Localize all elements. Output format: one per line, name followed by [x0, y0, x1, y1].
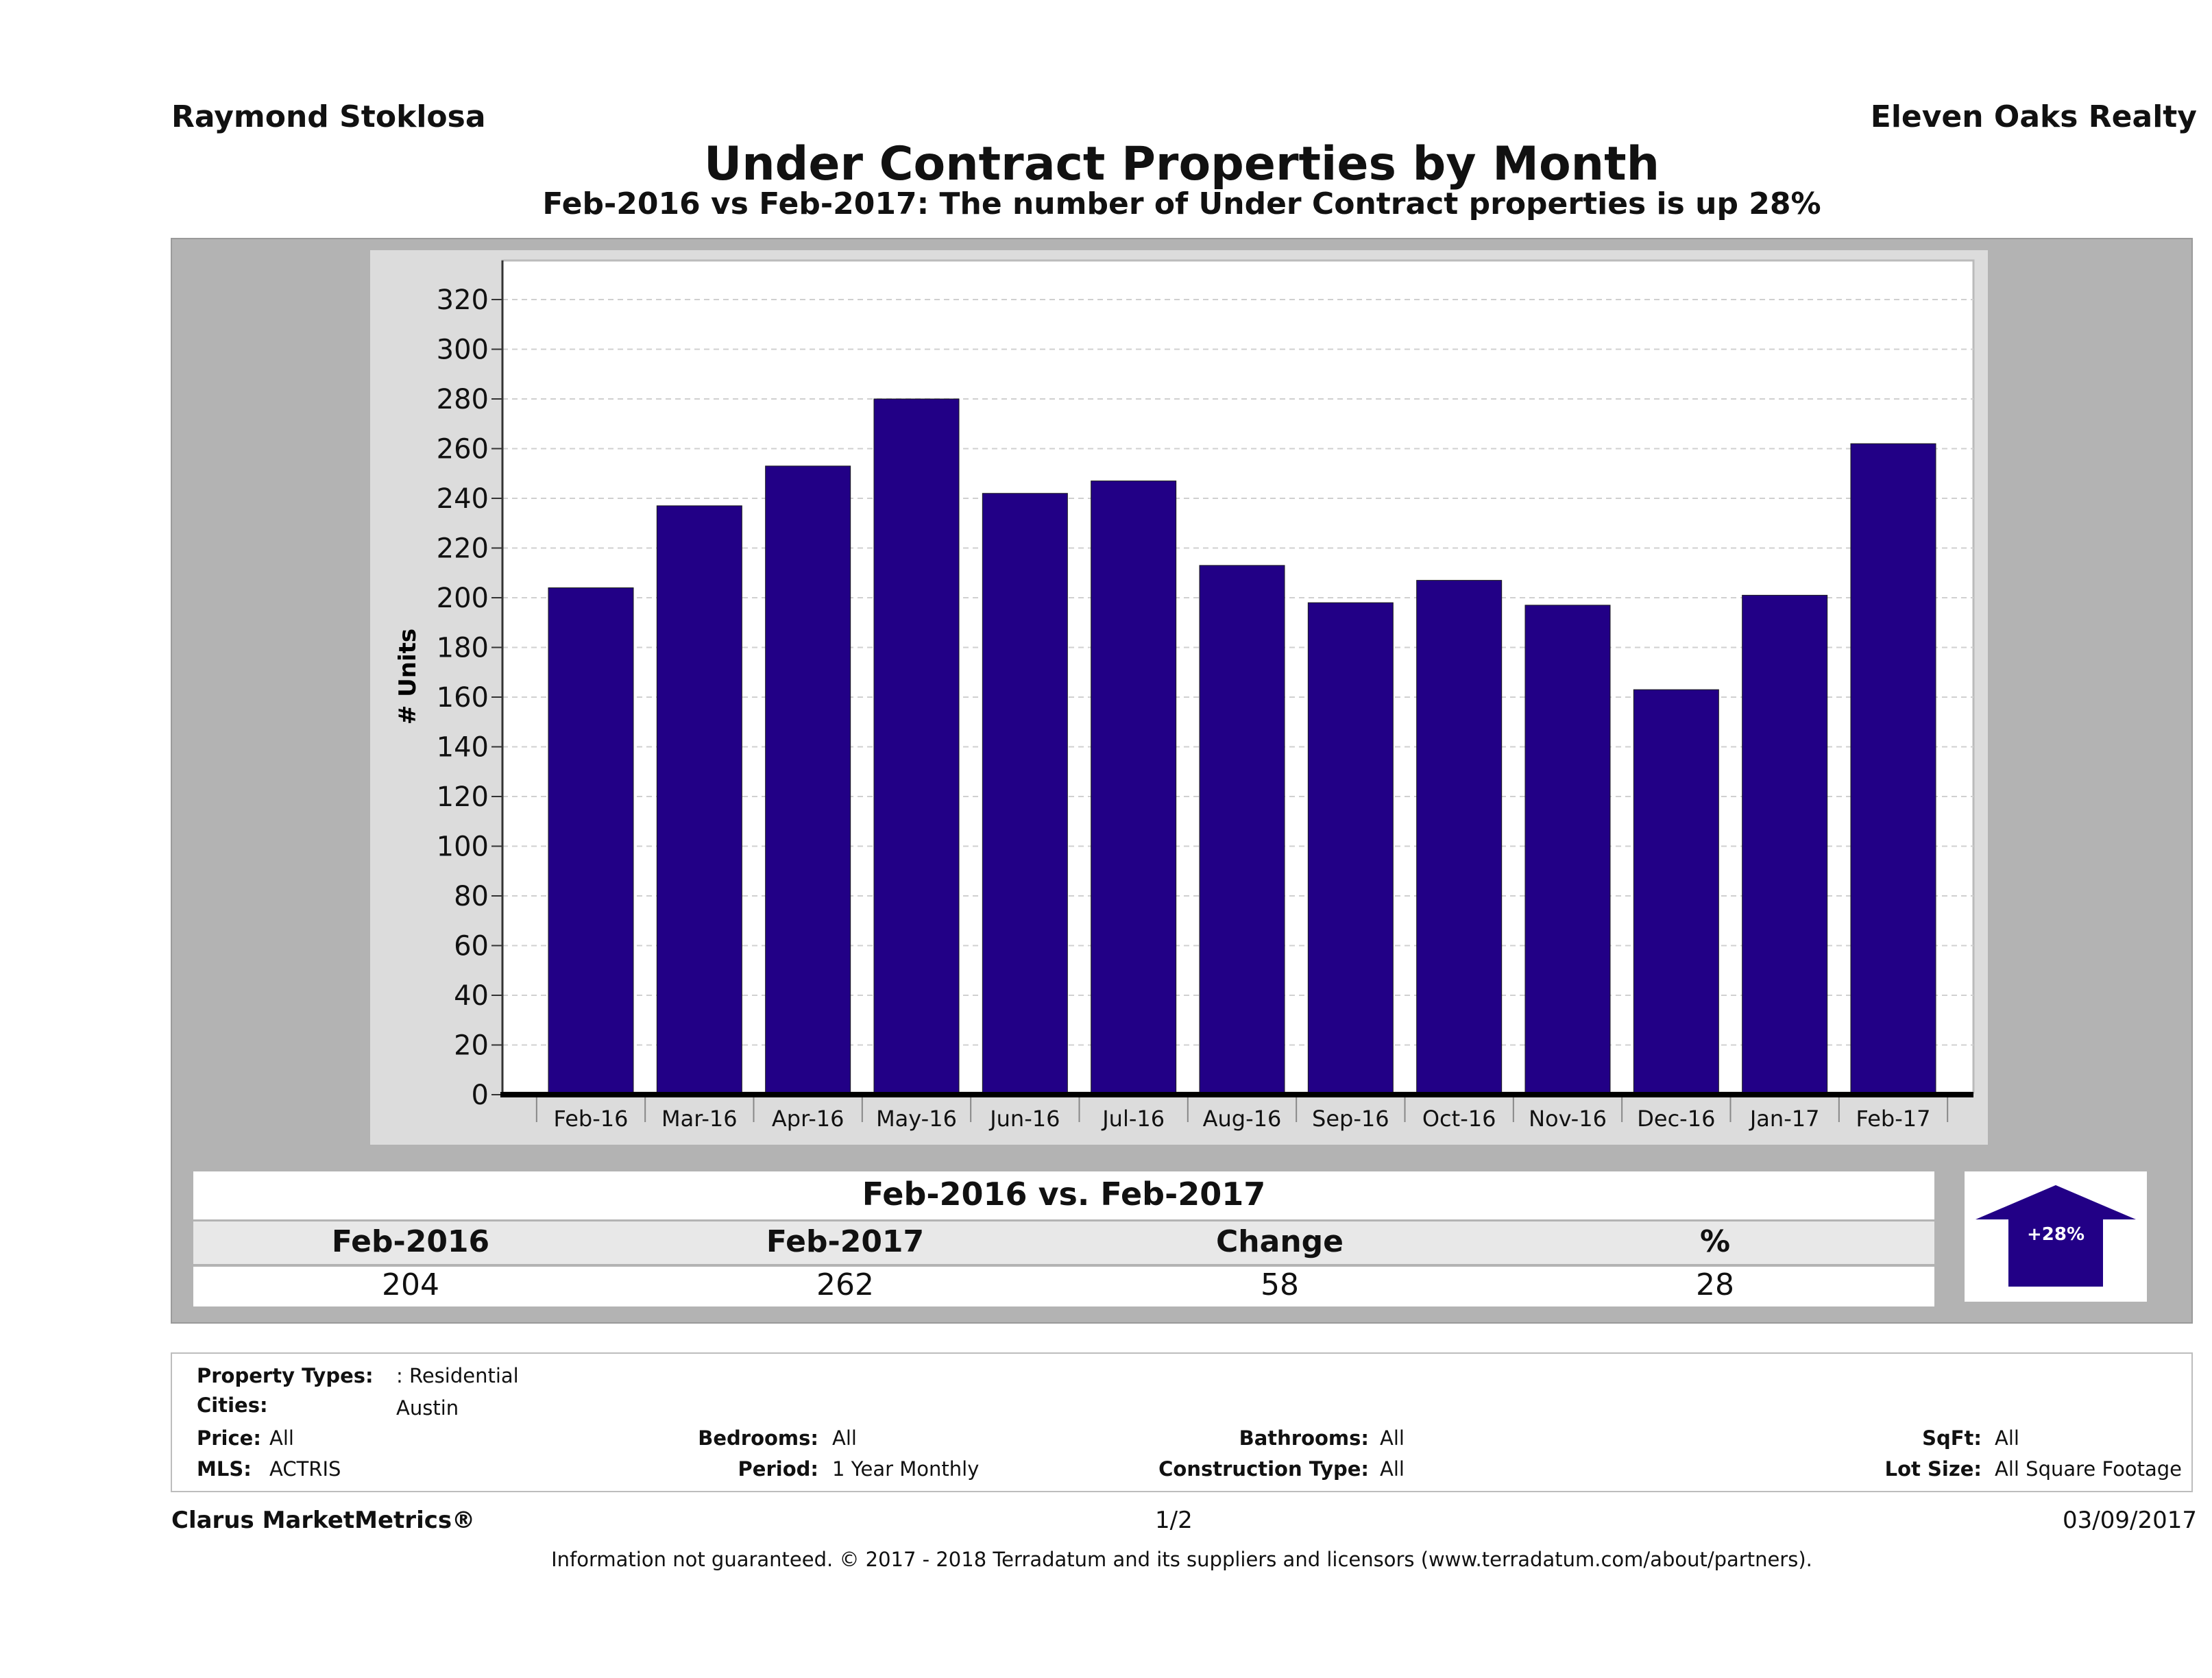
- summary-header-change: Change: [1216, 1224, 1344, 1259]
- mls-label: MLS:: [197, 1457, 252, 1481]
- gridlines: [502, 299, 1973, 1046]
- x-tick-label: Jun-16: [988, 1106, 1060, 1132]
- agent-name: Raymond Stoklosa: [171, 99, 486, 134]
- summary-value-change: 58: [1261, 1267, 1299, 1302]
- y-axis-label: # Units: [394, 629, 422, 725]
- mls-value: ACTRIS: [269, 1457, 341, 1481]
- y-tick-label: 100: [437, 831, 489, 863]
- cities-value: Austin: [396, 1396, 459, 1420]
- chart-title: Under Contract Properties by Month: [704, 137, 1660, 191]
- sqft-value: All: [1995, 1426, 2019, 1450]
- change-indicator: +28%: [1965, 1171, 2147, 1302]
- bar-may-16: [873, 398, 960, 1095]
- summary-header-band: [193, 1221, 1934, 1264]
- bar-jan-17: [1742, 594, 1828, 1095]
- price-label: Price:: [197, 1426, 261, 1450]
- x-tick-label: Dec-16: [1637, 1106, 1715, 1132]
- x-tick-label: Sep-16: [1312, 1106, 1389, 1132]
- arrow-label: +28%: [2027, 1224, 2085, 1245]
- bar-chart: 0 20 40 60 80 100 120 140 160 180 200 220 240 260 280 3…: [394, 259, 1975, 1132]
- construction-type-label: Construction Type:: [1158, 1457, 1369, 1481]
- y-tick-label: 0: [472, 1080, 489, 1111]
- bar-feb-17: [1850, 443, 1936, 1095]
- y-tick-label: 320: [437, 284, 489, 316]
- summary-value-band: [193, 1267, 1934, 1306]
- up-arrow-icon: +28%: [1976, 1185, 2136, 1287]
- summary-value-start: 204: [382, 1267, 439, 1302]
- bar-sep-16: [1307, 602, 1394, 1095]
- x-tick-label: May-16: [876, 1106, 957, 1132]
- bathrooms-label: Bathrooms:: [1239, 1426, 1369, 1450]
- summary-title: Feb-2016 vs. Feb-2017: [862, 1176, 1266, 1213]
- bar-dec-16: [1633, 689, 1719, 1095]
- x-axis-ticks: Feb-16 Mar-16 Apr-16 May-16 Jun-16 Jul-16 Aug-…: [535, 1095, 1949, 1132]
- brokerage-name: Eleven Oaks Realty: [1870, 99, 2197, 134]
- bar-jul-16: [1091, 481, 1177, 1095]
- sqft-label: SqFt:: [1922, 1426, 1982, 1450]
- property-types-value: : Residential: [396, 1364, 519, 1387]
- y-tick-label: 80: [454, 881, 489, 912]
- lot-size-label: Lot Size:: [1884, 1457, 1982, 1481]
- x-tick-label: Feb-16: [554, 1106, 629, 1132]
- x-tick-label: Mar-16: [661, 1106, 738, 1132]
- summary-header-start: Feb-2016: [331, 1224, 490, 1259]
- x-tick-label: Aug-16: [1203, 1106, 1282, 1132]
- bar-apr-16: [765, 465, 851, 1095]
- bar-jun-16: [982, 493, 1068, 1095]
- period-value: 1 Year Monthly: [832, 1457, 980, 1481]
- summary-title-band: [193, 1171, 1934, 1219]
- report-date: 03/09/2017: [2063, 1507, 2197, 1534]
- lot-size-value: All Square Footage: [1995, 1457, 2183, 1481]
- y-axis-ticks: 0 20 40 60 80 100 120 140 160 180 200 220 240 260 280 3…: [437, 284, 502, 1111]
- y-tick-label: 240: [437, 483, 489, 515]
- chart-subtitle: Feb-2016 vs Feb-2017: The number of Unde…: [542, 186, 1821, 221]
- y-tick-label: 180: [437, 633, 489, 664]
- bedrooms-label: Bedrooms:: [698, 1426, 818, 1450]
- y-tick-label: 140: [437, 732, 489, 764]
- x-tick-label: Nov-16: [1529, 1106, 1607, 1132]
- y-tick-label: 260: [437, 434, 489, 465]
- x-tick-label: Jan-17: [1749, 1106, 1820, 1132]
- property-types-label: Property Types:: [197, 1364, 374, 1387]
- bathrooms-value: All: [1380, 1426, 1405, 1450]
- y-tick-label: 20: [454, 1030, 489, 1062]
- filter-criteria: [171, 1352, 2193, 1492]
- x-tick-label: Apr-16: [772, 1106, 844, 1132]
- bedrooms-value: All: [832, 1426, 857, 1450]
- x-tick-label: Jul-16: [1101, 1106, 1165, 1132]
- y-tick-label: 40: [454, 980, 489, 1012]
- page-number: 1/2: [1155, 1507, 1193, 1534]
- period-label: Period:: [738, 1457, 818, 1481]
- bar-mar-16: [656, 505, 742, 1095]
- cities-label: Cities:: [197, 1394, 268, 1417]
- disclaimer: Information not guaranteed. © 2017 - 201…: [551, 1548, 1812, 1571]
- bars: [548, 398, 1936, 1095]
- summary-header-percent: %: [1699, 1224, 1731, 1259]
- product-name: Clarus MarketMetrics®: [171, 1507, 476, 1534]
- bar-feb-16: [548, 587, 634, 1095]
- summary-value-percent: 28: [1696, 1267, 1734, 1302]
- bar-aug-16: [1199, 565, 1285, 1095]
- y-tick-label: 300: [437, 335, 489, 366]
- y-tick-label: 160: [437, 682, 489, 714]
- bar-nov-16: [1524, 605, 1611, 1095]
- construction-type-value: All: [1380, 1457, 1405, 1481]
- summary-header-end: Feb-2017: [766, 1224, 925, 1259]
- y-tick-label: 120: [437, 781, 489, 813]
- x-tick-label: Oct-16: [1422, 1106, 1496, 1132]
- x-tick-label: Feb-17: [1856, 1106, 1931, 1132]
- price-value: All: [269, 1426, 294, 1450]
- y-tick-label: 200: [437, 583, 489, 614]
- y-tick-label: 220: [437, 533, 489, 565]
- summary-value-end: 262: [816, 1267, 874, 1302]
- bar-oct-16: [1416, 580, 1503, 1095]
- y-tick-label: 280: [437, 384, 489, 415]
- y-tick-label: 60: [454, 931, 489, 962]
